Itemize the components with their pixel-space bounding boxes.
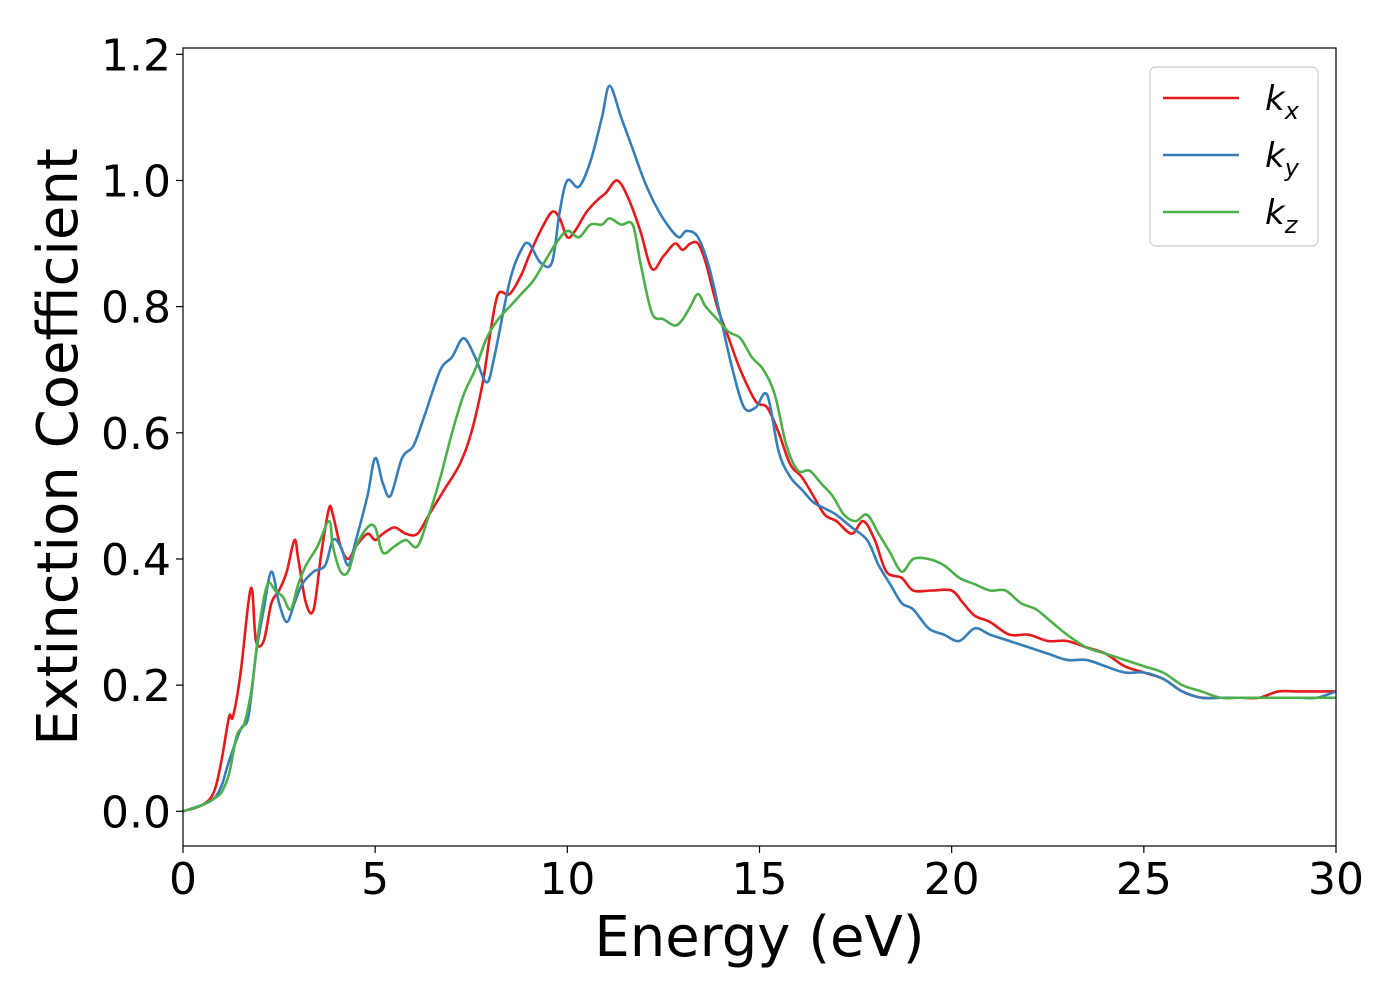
legend-label-z: kz xyxy=(1265,193,1299,239)
x-tick-label: 15 xyxy=(732,854,788,905)
x-axis: 0 5 10 15 20 25 30 xyxy=(169,846,1364,905)
x-axis-title: Energy (eV) xyxy=(594,905,924,970)
legend: kx ky kz xyxy=(1149,66,1319,247)
y-axis: 0.0 0.2 0.4 0.6 0.8 1.0 1.2 xyxy=(101,30,183,838)
y-tick-label: 0.6 xyxy=(101,409,171,460)
series-layer xyxy=(183,84,1336,813)
x-tick-label: 5 xyxy=(361,854,389,905)
y-tick-label: 0.8 xyxy=(101,283,171,334)
legend-label-x: kx xyxy=(1265,79,1300,125)
x-tick-label: 10 xyxy=(539,854,595,905)
y-tick-label: 0.0 xyxy=(101,787,171,838)
legend-box xyxy=(1149,66,1319,247)
x-tick-label: 20 xyxy=(924,854,980,905)
x-tick-label: 25 xyxy=(1116,854,1172,905)
y-tick-label: 1.2 xyxy=(101,30,171,81)
series-line-x xyxy=(183,179,1336,813)
x-tick-label: 0 xyxy=(169,854,197,905)
series-line-y xyxy=(183,84,1336,813)
y-tick-label: 0.2 xyxy=(101,661,171,712)
y-tick-label: 0.4 xyxy=(101,535,171,586)
y-axis-title: Extinction Coefficient xyxy=(26,148,91,746)
series-line-z xyxy=(183,217,1336,813)
legend-label-y: ky xyxy=(1265,136,1300,182)
x-tick-label: 30 xyxy=(1308,854,1364,905)
y-tick-label: 1.0 xyxy=(101,156,171,207)
